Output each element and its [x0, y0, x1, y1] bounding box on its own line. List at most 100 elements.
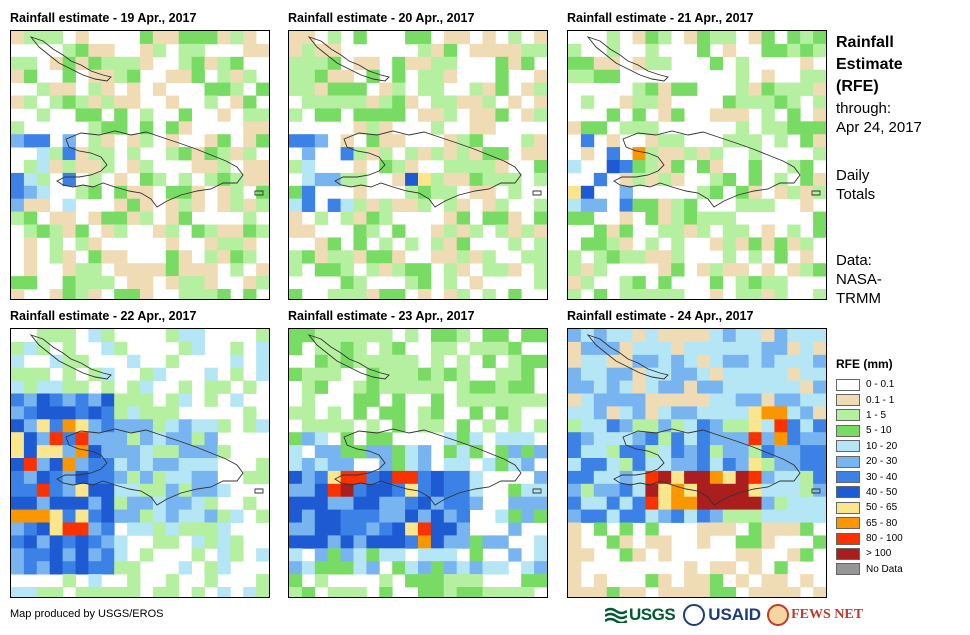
rain-cell: [379, 432, 393, 446]
usgs-text: USGS: [629, 605, 676, 624]
rain-cell: [418, 470, 432, 485]
rain-cell: [813, 95, 826, 109]
rain-cell: [49, 393, 63, 407]
rain-cell: [392, 445, 406, 459]
rain-cell: [534, 211, 547, 225]
rain-cell: [191, 341, 205, 356]
rain-cell: [217, 535, 231, 549]
rain-cell: [140, 470, 154, 485]
rain-cell: [593, 419, 608, 433]
rain-cell: [217, 172, 231, 187]
rain-cell: [23, 367, 38, 381]
rain-cell: [243, 134, 257, 148]
rain-cell: [495, 380, 509, 394]
rain-cell: [366, 56, 380, 71]
rain-cell: [748, 522, 762, 536]
legend-label: > 100: [866, 548, 892, 560]
rain-cell: [800, 263, 814, 277]
rain-cell: [49, 432, 63, 446]
rain-cell: [340, 276, 354, 290]
rain-cell: [327, 445, 341, 459]
rain-cell: [379, 108, 393, 122]
rain-cell: [430, 419, 445, 433]
rain-cell: [301, 172, 316, 187]
rain-cell: [23, 134, 38, 148]
rain-cell: [204, 535, 218, 549]
rain-cell: [430, 147, 445, 161]
rain-cell: [469, 432, 483, 446]
rain-cell: [443, 237, 458, 251]
rain-cell: [256, 82, 269, 96]
rain-cell: [568, 548, 582, 562]
rain-cell: [482, 43, 496, 58]
rain-cell: [709, 172, 724, 187]
rain-cell: [495, 509, 509, 523]
rain-cell: [191, 198, 205, 212]
rain-cell: [430, 56, 445, 71]
rain-cell: [314, 509, 329, 523]
rain-cell: [748, 548, 762, 562]
rain-cell: [684, 458, 698, 472]
rain-cell: [301, 393, 316, 407]
rain-cell: [534, 224, 547, 238]
rain-cell: [697, 380, 711, 394]
legend-item: 10 - 20: [836, 439, 903, 454]
rain-cell: [645, 329, 659, 343]
rain-cell: [49, 250, 63, 264]
rain-cell: [114, 587, 128, 597]
rain-cell: [140, 367, 154, 381]
rain-cell: [684, 82, 698, 96]
rain-cell: [774, 380, 788, 394]
rain-cell: [88, 108, 102, 122]
rain-cell: [152, 172, 167, 187]
rain-cell: [62, 419, 76, 433]
rain-cell: [88, 458, 102, 472]
rain-cell: [495, 561, 509, 575]
rain-cell: [392, 458, 406, 472]
rain-cell: [114, 406, 128, 420]
rain-cell: [619, 367, 633, 381]
rain-cell: [230, 250, 244, 264]
rain-cell: [534, 198, 547, 212]
rain-cell: [645, 95, 659, 109]
rain-cell: [301, 250, 316, 264]
rain-cell: [165, 483, 180, 498]
rain-cell: [101, 329, 115, 343]
rain-cell: [301, 561, 316, 575]
rain-cell: [774, 341, 788, 356]
rain-cell: [314, 445, 329, 459]
rain-cell: [204, 380, 218, 394]
rain-cell: [353, 276, 367, 290]
rain-cell: [191, 263, 205, 277]
rain-cell: [632, 95, 646, 109]
rain-cell: [178, 458, 192, 472]
rain-cell: [632, 483, 646, 498]
rain-cell: [314, 548, 329, 562]
rain-cell: [418, 198, 432, 212]
rain-cell: [204, 263, 218, 277]
rain-cell: [722, 587, 737, 597]
rain-cell: [722, 250, 737, 264]
rain-cell: [204, 445, 218, 459]
rain-cell: [521, 458, 535, 472]
map-credit: Map produced by USGS/EROS: [10, 608, 164, 620]
rain-cell: [178, 69, 192, 83]
rain-cell: [722, 406, 737, 420]
rain-cell: [114, 393, 128, 407]
rain-cell: [534, 470, 547, 485]
rain-cell: [405, 160, 419, 174]
rain-cell: [709, 406, 724, 420]
rain-cell: [495, 108, 509, 122]
rain-cell: [568, 289, 582, 299]
rain-cell: [392, 470, 406, 485]
rain-cell: [217, 160, 231, 174]
rain-cell: [256, 134, 269, 148]
rain-cell: [191, 276, 205, 290]
rain-cell: [327, 237, 341, 251]
rain-cell: [521, 56, 535, 71]
rain-cell: [430, 483, 445, 498]
rain-cell: [379, 587, 393, 597]
rain-cell: [314, 108, 329, 122]
rain-cell: [204, 134, 218, 148]
rain-cell: [379, 380, 393, 394]
